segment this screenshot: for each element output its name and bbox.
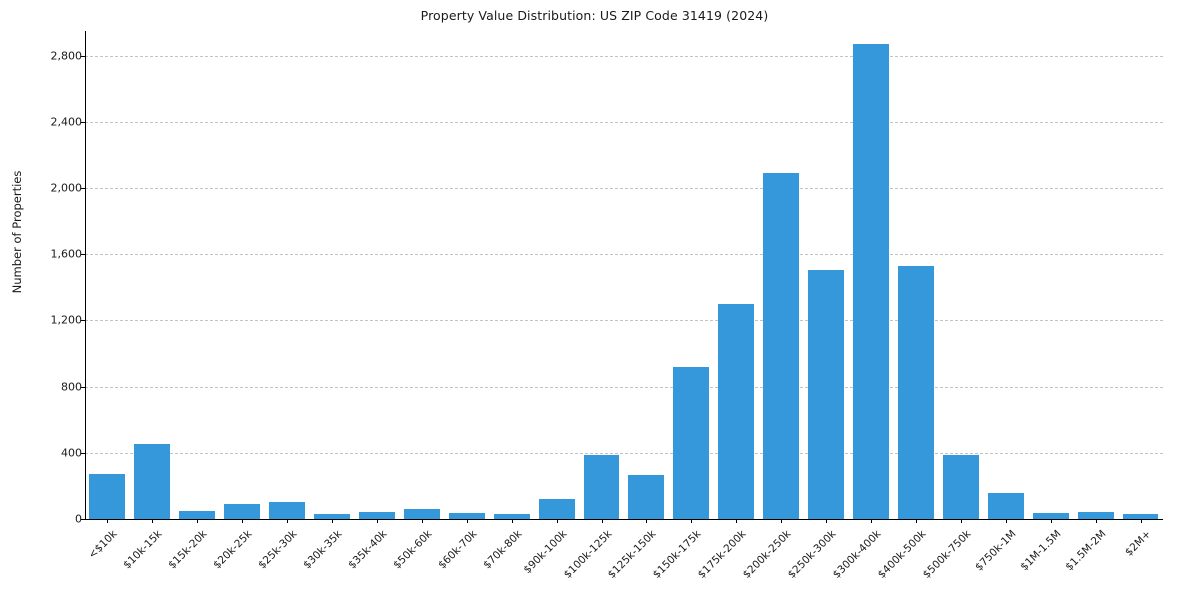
gridline: [85, 320, 1163, 322]
bar[interactable]: [224, 504, 261, 519]
x-axis-tick-label: $30k-35k: [301, 528, 345, 572]
bar[interactable]: [448, 513, 485, 519]
y-axis-tick-mark: [81, 320, 85, 322]
x-axis-tick-mark: [781, 519, 783, 523]
x-axis-tick-label: $750k-1M: [972, 528, 1019, 574]
x-axis-tick-mark: [960, 519, 962, 523]
x-axis-tick-mark: [871, 519, 873, 523]
bar[interactable]: [1077, 512, 1114, 519]
bar[interactable]: [538, 499, 575, 519]
x-axis-tick-mark: [1095, 519, 1097, 523]
x-axis-tick-mark: [242, 519, 244, 523]
gridline: [85, 254, 1163, 256]
y-axis-tick-label: 1,600: [50, 247, 83, 261]
bar[interactable]: [493, 514, 530, 519]
bar[interactable]: [897, 265, 934, 519]
x-axis-tick-mark: [511, 519, 513, 523]
x-axis-tick-mark: [287, 519, 289, 523]
x-axis-tick-mark: [197, 519, 199, 523]
x-axis-tick-label: $60k-70k: [435, 528, 480, 572]
y-axis-tick-mark: [81, 121, 85, 123]
x-axis-tick-mark: [691, 519, 693, 523]
bar[interactable]: [179, 511, 216, 519]
x-axis-tick-mark: [107, 519, 109, 523]
bar[interactable]: [628, 475, 665, 519]
x-axis-tick-mark: [646, 519, 648, 523]
y-axis-tick-label: 2,400: [50, 115, 83, 129]
x-axis-tick-label: $10k-15k: [121, 528, 165, 572]
bar[interactable]: [942, 454, 979, 519]
bar[interactable]: [89, 474, 126, 519]
x-axis-tick-label: $70k-80k: [480, 528, 525, 572]
bar[interactable]: [673, 366, 710, 519]
x-axis-tick-mark: [421, 519, 423, 523]
bar[interactable]: [718, 303, 755, 519]
y-axis-tick-label: 1,200: [50, 313, 83, 327]
bar[interactable]: [1122, 514, 1159, 519]
x-axis-tick-mark: [332, 519, 334, 523]
bar[interactable]: [134, 444, 171, 519]
y-axis-tick-label: 0: [75, 512, 82, 526]
plot-area: [85, 31, 1163, 519]
x-axis-tick-mark: [1140, 519, 1142, 523]
x-axis-tick-label: <$10k: [86, 528, 120, 562]
y-axis-tick-label: 400: [61, 446, 82, 460]
x-axis-tick-label: $15k-20k: [166, 528, 210, 572]
bar[interactable]: [403, 508, 440, 519]
x-axis-tick-label: $90k-100k: [520, 528, 570, 577]
x-axis-tick-mark: [376, 519, 378, 523]
y-axis-tick-label: 800: [61, 380, 82, 394]
gridline: [85, 188, 1163, 190]
y-axis-tick-mark: [81, 55, 85, 57]
bar[interactable]: [583, 455, 620, 519]
bar[interactable]: [1032, 513, 1069, 519]
gridline: [85, 121, 1163, 123]
x-axis-tick-mark: [466, 519, 468, 523]
x-axis-tick-mark: [736, 519, 738, 523]
x-axis-tick-label: $35k-40k: [346, 528, 390, 572]
x-axis-tick-label: $1.5M-2M: [1062, 528, 1109, 574]
gridline: [85, 55, 1163, 57]
x-axis-tick-label: $50k-60k: [390, 528, 435, 572]
bar[interactable]: [808, 270, 845, 519]
x-axis-tick-mark: [1005, 519, 1007, 523]
bar[interactable]: [314, 514, 350, 519]
y-axis-spine: [85, 31, 86, 519]
y-axis-tick-label: 2,000: [50, 181, 83, 195]
y-axis-tick-mark: [81, 452, 85, 454]
y-axis-tick-label: 2,800: [50, 49, 83, 63]
x-axis-tick-label: $20k-25k: [211, 528, 255, 572]
bar[interactable]: [763, 173, 800, 519]
y-axis-tick-mark: [81, 254, 85, 256]
bar[interactable]: [853, 44, 889, 519]
x-axis-tick-mark: [1050, 519, 1052, 523]
y-axis-tick-mark: [81, 519, 85, 520]
gridline: [85, 452, 1163, 454]
x-axis-spine: [85, 519, 1163, 520]
x-axis-tick-label: $25k-30k: [256, 528, 300, 572]
gridline: [85, 386, 1163, 388]
x-axis-tick-label: $2M+: [1122, 528, 1154, 559]
bar[interactable]: [358, 512, 395, 519]
bar[interactable]: [269, 502, 306, 519]
y-axis-tick-mark: [81, 386, 85, 388]
x-axis-tick-mark: [826, 519, 828, 523]
x-axis-tick-mark: [556, 519, 558, 523]
chart-title: Property Value Distribution: US ZIP Code…: [420, 8, 769, 23]
x-axis-tick-mark: [915, 519, 917, 523]
y-axis-tick-mark: [81, 188, 85, 190]
x-axis-tick-mark: [152, 519, 154, 523]
x-axis-tick-mark: [601, 519, 603, 523]
x-axis-tick-label: $1M-1.5M: [1017, 528, 1064, 574]
bar[interactable]: [987, 492, 1024, 519]
